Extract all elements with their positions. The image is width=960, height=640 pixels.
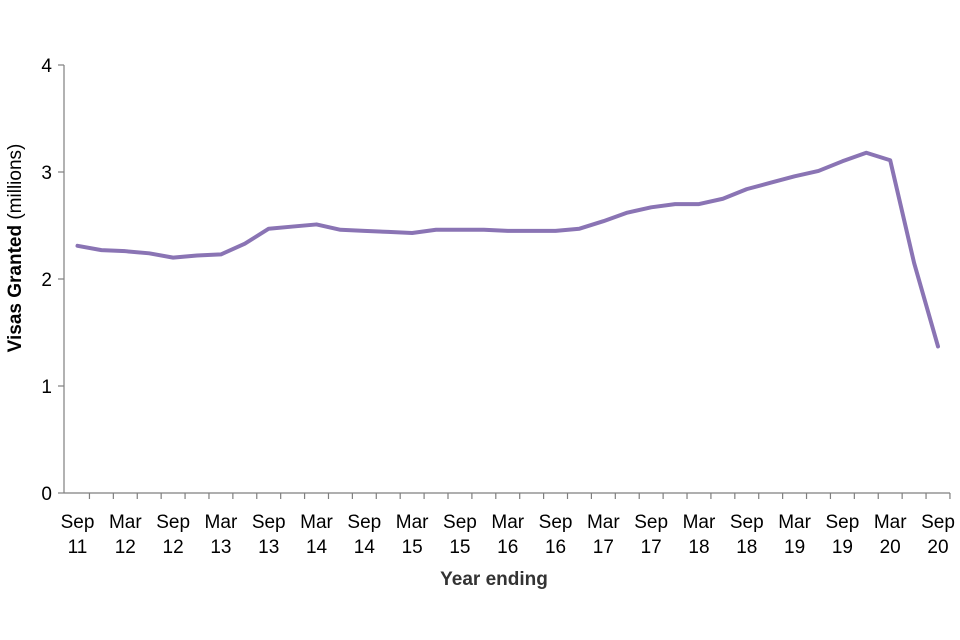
x-tick-label-month: Sep	[825, 512, 859, 533]
x-tick-label-year: 14	[354, 537, 376, 558]
x-tick-label-month: Mar	[491, 512, 524, 533]
x-tick-label: Mar 18	[683, 512, 716, 558]
x-tick-label-year: 20	[927, 537, 948, 558]
x-tick-label-year: 18	[688, 537, 709, 558]
x-tick-label-month: Mar	[683, 512, 716, 533]
x-tick-label: Mar 17	[587, 512, 620, 558]
x-tick-label-year: 13	[258, 537, 279, 558]
x-tick-label: Mar 14	[300, 512, 333, 558]
x-tick-label-month: Mar	[778, 512, 811, 533]
y-tick-label: 2	[41, 270, 52, 291]
y-axis-title: Visas Granted (millions)	[5, 144, 26, 353]
x-tick-label-month: Mar	[874, 512, 907, 533]
y-axis-title-rest: (millions)	[5, 144, 26, 225]
x-tick-label: Sep 17	[634, 512, 668, 558]
x-tick-label: Sep 12	[156, 512, 190, 558]
x-tick-label: Mar 12	[109, 512, 142, 558]
y-tick-label: 3	[41, 163, 52, 184]
x-tick-label-month: Sep	[443, 512, 477, 533]
x-tick-label: Sep 11	[61, 512, 95, 558]
x-tick-label: Sep 19	[825, 512, 859, 558]
x-tick-label-year: 16	[545, 537, 566, 558]
x-tick-label-year: 16	[497, 537, 518, 558]
x-tick-label: Mar 20	[874, 512, 907, 558]
x-tick-label-month: Sep	[730, 512, 764, 533]
y-axis: 0 1 2 3 4	[41, 56, 65, 505]
x-tick-label: Mar 15	[396, 512, 429, 558]
x-tick-label-month: Sep	[252, 512, 286, 533]
x-axis-title: Year ending	[440, 569, 548, 590]
x-tick-label-year: 14	[306, 537, 328, 558]
x-tick-label-month: Sep	[634, 512, 668, 533]
x-tick-label-month: Mar	[300, 512, 333, 533]
x-axis: Sep 11 Mar 12 Sep 12 Mar 13 Sep 13 Mar 14 Sep 14 Mar 15…	[61, 492, 955, 558]
x-tick-label-year: 17	[641, 537, 662, 558]
x-tick-label: Sep 20	[921, 512, 955, 558]
x-tick-label-month: Sep	[921, 512, 955, 533]
x-tick-label: Mar 13	[205, 512, 238, 558]
x-tick-label-year: 17	[593, 537, 614, 558]
x-tick-label-year: 12	[115, 537, 136, 558]
x-tick-label-month: Sep	[61, 512, 95, 533]
x-tick-label: Sep 15	[443, 512, 477, 558]
x-tick-label-year: 15	[402, 537, 423, 558]
x-tick-label-year: 19	[784, 537, 805, 558]
x-tick-label-month: Mar	[396, 512, 429, 533]
series-line	[75, 150, 940, 349]
x-tick-label-year: 13	[210, 537, 231, 558]
y-axis-title-bold: Visas Granted	[5, 225, 26, 352]
x-tick-label-month: Mar	[587, 512, 620, 533]
x-tick-label-year: 12	[163, 537, 184, 558]
x-tick-label: Sep 18	[730, 512, 764, 558]
x-tick-label-month: Mar	[109, 512, 142, 533]
x-tick-label-month: Sep	[539, 512, 573, 533]
x-tick-label-year: 15	[449, 537, 470, 558]
x-tick-label: Mar 19	[778, 512, 811, 558]
x-tick-label: Mar 16	[491, 512, 524, 558]
y-tick-label: 1	[41, 377, 52, 398]
x-tick-label-month: Sep	[156, 512, 190, 533]
x-tick-label: Sep 16	[539, 512, 573, 558]
x-tick-label-month: Sep	[347, 512, 381, 533]
y-tick-label: 4	[41, 56, 52, 77]
x-tick-label-year: 11	[68, 537, 88, 558]
x-tick-label: Sep 14	[347, 512, 381, 558]
x-tick-label-month: Mar	[205, 512, 238, 533]
x-tick-label-year: 20	[880, 537, 901, 558]
x-tick-label-year: 19	[832, 537, 853, 558]
x-tick-label: Sep 13	[252, 512, 286, 558]
y-tick-label: 0	[41, 484, 52, 505]
x-tick-label-year: 18	[736, 537, 757, 558]
